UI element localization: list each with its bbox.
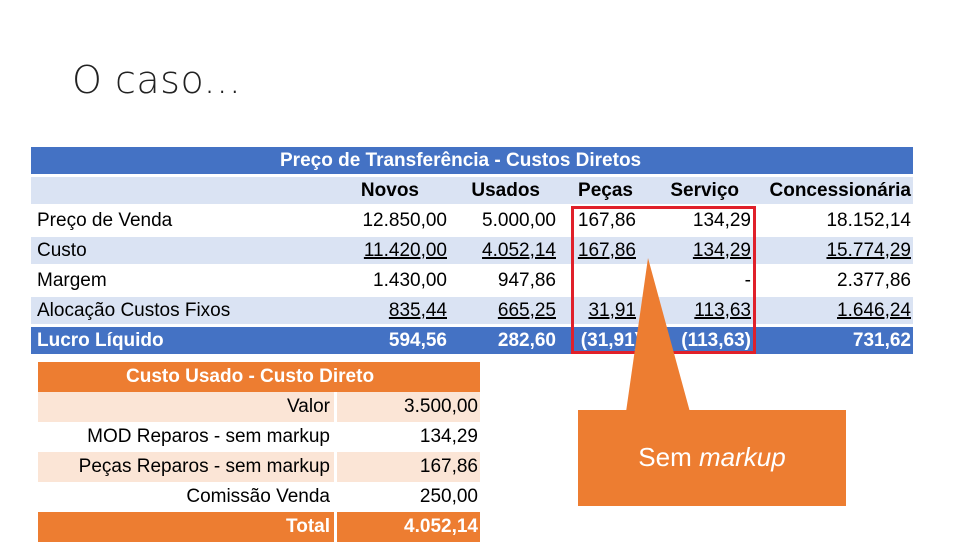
cell-servico: 134,29 bbox=[692, 240, 751, 261]
cell-novos: 835,44 bbox=[388, 300, 447, 321]
table-row: Valor 3.500,00 bbox=[38, 392, 480, 422]
cell-novos: 11.420,00 bbox=[363, 240, 447, 261]
callout-box: Sem markup bbox=[578, 410, 846, 506]
cell-usados: 4.052,14 bbox=[482, 240, 556, 261]
table-row: Peças Reparos - sem markup 167,86 bbox=[38, 452, 480, 482]
cell-usados: 282,60 bbox=[497, 330, 556, 351]
callout-emphasis: markup bbox=[698, 442, 786, 472]
cell-concessionaria: 15.774,29 bbox=[826, 240, 911, 261]
row-label: Comissão Venda bbox=[186, 486, 330, 507]
cell-novos: 12.850,00 bbox=[362, 210, 447, 231]
row-label: Valor bbox=[287, 396, 330, 417]
cell-usados: 947,86 bbox=[497, 270, 556, 291]
row-label: Preço de Venda bbox=[37, 210, 173, 231]
sub-table-title-row: Custo Usado - Custo Direto bbox=[38, 362, 480, 392]
callout-text: Sem markup bbox=[578, 442, 846, 473]
cell-novos: 594,56 bbox=[388, 330, 447, 351]
column-header-row: Novos Usados Peças Serviço Concessionári… bbox=[31, 177, 913, 204]
col-header-servico: Serviço bbox=[670, 180, 739, 201]
col-header-concessionaria: Concessionária bbox=[769, 180, 912, 201]
row-value: 167,86 bbox=[419, 456, 478, 477]
table-row: Custo 11.420,00 4.052,14 167,86 134,29 1… bbox=[31, 237, 913, 264]
cell-pecas: (31,91) bbox=[580, 330, 641, 351]
col-header-pecas: Peças bbox=[578, 180, 633, 201]
cell-usados: 5.000,00 bbox=[482, 210, 556, 231]
cell-usados: 665,25 bbox=[497, 300, 556, 321]
table-title-row: Preço de Transferência - Custos Diretos bbox=[31, 147, 913, 174]
row-value: 134,29 bbox=[419, 426, 478, 447]
table-row: Margem 1.430,00 947,86 - - 2.377,86 bbox=[31, 267, 913, 294]
row-value: 3.500,00 bbox=[404, 396, 478, 417]
col-header-usados: Usados bbox=[471, 180, 540, 201]
cell-servico: - bbox=[744, 270, 751, 291]
row-label: Alocação Custos Fixos bbox=[37, 300, 231, 321]
cell-concessionaria: 2.377,86 bbox=[837, 270, 911, 291]
cell-pecas: 167,86 bbox=[577, 210, 636, 231]
table-row-total: Total 4.052,14 bbox=[38, 512, 480, 542]
cell-concessionaria: 731,62 bbox=[852, 330, 911, 351]
row-label: Lucro Líquido bbox=[37, 330, 164, 351]
table-row: MOD Reparos - sem markup 134,29 bbox=[38, 422, 480, 452]
callout-prefix: Sem bbox=[638, 442, 699, 472]
table-row: Comissão Venda 250,00 bbox=[38, 482, 480, 512]
cell-servico: (113,63) bbox=[681, 330, 751, 351]
row-value: 250,00 bbox=[419, 486, 478, 507]
row-label: MOD Reparos - sem markup bbox=[87, 426, 330, 447]
table-row-total: Lucro Líquido 594,56 282,60 (31,91) (113… bbox=[31, 327, 913, 354]
table-title: Preço de Transferência - Custos Diretos bbox=[280, 150, 642, 171]
cell-novos: 1.430,00 bbox=[373, 270, 447, 291]
row-label: Margem bbox=[37, 270, 107, 291]
col-header-novos: Novos bbox=[360, 180, 419, 201]
row-label: Custo bbox=[37, 240, 87, 261]
cell-servico: 113,63 bbox=[694, 300, 751, 321]
slide-title: O caso... bbox=[72, 58, 242, 102]
row-label: Total bbox=[286, 516, 330, 537]
sub-table-title: Custo Usado - Custo Direto bbox=[126, 366, 375, 387]
cell-concessionaria: 1.646,24 bbox=[837, 300, 911, 321]
row-label: Peças Reparos - sem markup bbox=[78, 456, 330, 477]
row-value: 4.052,14 bbox=[404, 516, 478, 537]
table-row: Preço de Venda 12.850,00 5.000,00 167,86… bbox=[31, 207, 913, 234]
table-row: Alocação Custos Fixos 835,44 665,25 31,9… bbox=[31, 297, 913, 324]
cell-pecas: 31,91 bbox=[588, 300, 636, 321]
cell-concessionaria: 18.152,14 bbox=[826, 210, 911, 231]
cell-pecas: 167,86 bbox=[577, 240, 636, 261]
cell-servico: 134,29 bbox=[692, 210, 751, 231]
